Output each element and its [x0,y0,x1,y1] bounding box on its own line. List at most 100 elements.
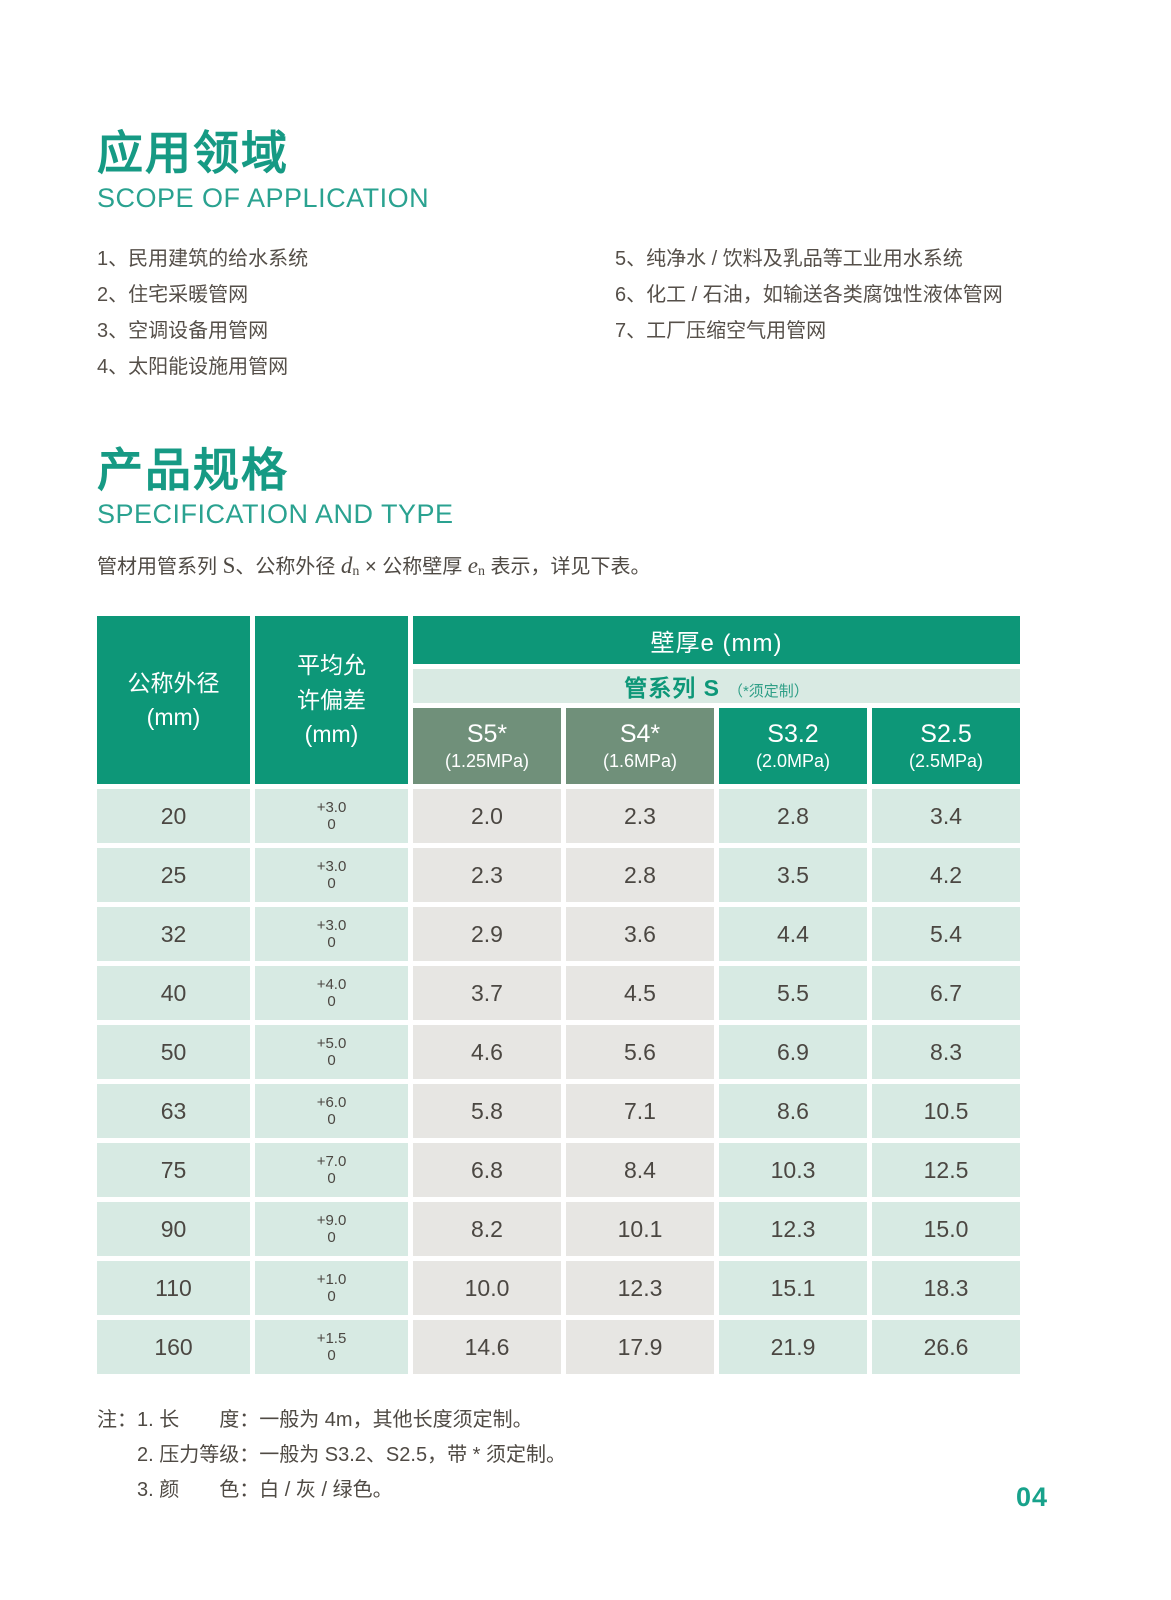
cell-wall-thickness: 2.3 [566,789,714,844]
cell-wall-thickness: 21.9 [719,1320,867,1375]
table-row: 20 +3.0 0 2.0 2.3 2.8 3.4 [97,789,1021,844]
spec-title-zh: 产品规格 [97,443,289,496]
page-number: 04 [1015,1482,1048,1512]
cell-wall-thickness: 12.3 [719,1202,867,1257]
series-pressure: (1.6MPa) [602,750,678,771]
note-item: 1. 长 度：一般为 4m，其他长度须定制。 [137,1409,533,1432]
intro-text: 管材用管系列 [97,556,223,579]
cell-outer-diameter: 75 [97,1143,250,1198]
series-pressure: (2.5MPa) [909,750,984,771]
col-header-s4: S4* (1.6MPa) [566,708,714,785]
col-header-s5: S5* (1.25MPa) [413,708,561,785]
cell-wall-thickness: 2.3 [413,848,561,903]
cell-outer-diameter: 63 [97,1084,250,1139]
cell-tolerance: +3.0 0 [255,848,408,903]
intro-text: × 公称壁厚 [359,556,468,579]
cell-wall-thickness: 4.5 [566,966,714,1021]
cell-wall-thickness: 5.5 [719,966,867,1021]
table-row: 90 +9.0 0 8.2 10.1 12.3 15.0 [97,1202,1021,1257]
cell-outer-diameter: 32 [97,907,250,962]
col-header-line: (mm) [304,721,359,748]
table-row: 110 +1.0 0 10.0 12.3 15.1 18.3 [97,1261,1021,1316]
dn-symbol: d [340,553,353,579]
application-item: 1、民用建筑的给水系统 [97,247,309,270]
application-item: 4、太阳能设施用管网 [97,355,289,378]
note-item: 2. 压力等级：一般为 S3.2、S2.5，带 * 须定制。 [137,1444,566,1467]
cell-wall-thickness: 15.1 [719,1261,867,1316]
series-name: S3.2 [767,719,819,748]
cell-wall-thickness: 8.2 [413,1202,561,1257]
application-item: 7、工厂压缩空气用管网 [615,319,827,342]
col-header-s25: S2.5 (2.5MPa) [872,708,1021,785]
cell-outer-diameter: 90 [97,1202,250,1257]
application-item: 6、化工 / 石油，如输送各类腐蚀性液体管网 [615,283,1003,306]
en-symbol: e [467,553,478,579]
cell-tolerance: +3.0 0 [255,907,408,962]
cell-wall-thickness: 18.3 [872,1261,1021,1316]
col-header-line: (mm) [146,704,201,731]
cell-tolerance: +6.0 0 [255,1084,408,1139]
cell-wall-thickness: 26.6 [872,1320,1021,1375]
table-row: 63 +6.0 0 5.8 7.1 8.6 10.5 [97,1084,1021,1139]
scope-section: 应用领域 SCOPE OF APPLICATION 1、民用建筑的给水系统 2、住… [97,127,1023,385]
pipe-series-note: （*须定制） [727,683,809,701]
table-row: 75 +7.0 0 6.8 8.4 10.3 12.5 [97,1143,1021,1198]
note-item: 3. 颜 色：白 / 灰 / 绿色。 [137,1479,393,1502]
cell-wall-thickness: 5.8 [413,1084,561,1139]
cell-wall-thickness: 3.4 [872,789,1021,844]
intro-text: 、公称外径 [235,556,341,579]
cell-wall-thickness: 3.5 [719,848,867,903]
page-content: 应用领域 SCOPE OF APPLICATION 1、民用建筑的给水系统 2、住… [97,127,1023,1509]
application-item: 5、纯净水 / 饮料及乳品等工业用水系统 [615,247,963,270]
series-name: S4* [619,719,661,748]
cell-tolerance: +1.5 0 [255,1320,408,1375]
spec-intro: 管材用管系列 S、公称外径 dn × 公称壁厚 en 表示，详见下表。 [97,551,1023,587]
cell-wall-thickness: 3.6 [566,907,714,962]
notes: 注： 1. 长 度：一般为 4m，其他长度须定制。 2. 压力等级：一般为 S3.… [97,1403,1023,1508]
table-row: 25 +3.0 0 2.3 2.8 3.5 4.2 [97,848,1021,903]
cell-tolerance: +1.0 0 [255,1261,408,1316]
series-pressure: (2.0MPa) [755,750,831,771]
col-header-s32: S3.2 (2.0MPa) [719,708,867,785]
cell-wall-thickness: 6.9 [719,1025,867,1080]
table-row: 50 +5.0 0 4.6 5.6 6.9 8.3 [97,1025,1021,1080]
intro-text: 表示，详见下表。 [485,556,651,579]
dn-subscript: n [352,564,360,580]
cell-wall-thickness: 8.4 [566,1143,714,1198]
col-header-line: 平均允 [297,652,366,679]
pipe-series-label: 管系列 S [624,675,720,702]
cell-wall-thickness: 12.5 [872,1143,1021,1198]
series-name: S5* [466,719,508,748]
series-pressure: (1.25MPa) [444,750,530,771]
col-header-line: 许偏差 [297,686,366,713]
cell-wall-thickness: 8.3 [872,1025,1021,1080]
series-name: S2.5 [920,719,972,748]
cell-wall-thickness: 14.6 [413,1320,561,1375]
cell-wall-thickness: 12.3 [566,1261,714,1316]
spec-section: 产品规格 SPECIFICATION AND TYPE 管材用管系列 S、公称外… [97,443,1023,1509]
application-item: 2、住宅采暖管网 [97,283,249,306]
en-subscript: n [478,564,485,580]
cell-wall-thickness: 17.9 [566,1320,714,1375]
col-header-tolerance: 平均允 许偏差 (mm) [255,616,408,785]
application-list: 1、民用建筑的给水系统 2、住宅采暖管网 3、空调设备用管网 4、太阳能设施用管网 5… [97,241,1023,385]
cell-wall-thickness: 2.0 [413,789,561,844]
cell-wall-thickness: 2.8 [719,789,867,844]
cell-tolerance: +4.0 0 [255,966,408,1021]
cell-wall-thickness: 5.6 [566,1025,714,1080]
cell-wall-thickness: 2.9 [413,907,561,962]
cell-outer-diameter: 160 [97,1320,250,1375]
col-header-line: 公称外径 [127,669,220,696]
cell-wall-thickness: 10.3 [719,1143,867,1198]
cell-outer-diameter: 25 [97,848,250,903]
cell-outer-diameter: 50 [97,1025,250,1080]
cell-outer-diameter: 20 [97,789,250,844]
notes-label: 注： [97,1409,137,1432]
table-row: 160 +1.5 0 14.6 17.9 21.9 26.6 [97,1320,1021,1375]
table-row: 32 +3.0 0 2.9 3.6 4.4 5.4 [97,907,1021,962]
cell-wall-thickness: 2.8 [566,848,714,903]
scope-title-zh: 应用领域 [97,127,289,179]
cell-tolerance: +3.0 0 [255,789,408,844]
cell-wall-thickness: 5.4 [872,907,1021,962]
scope-title-en: SCOPE OF APPLICATION [97,182,430,213]
